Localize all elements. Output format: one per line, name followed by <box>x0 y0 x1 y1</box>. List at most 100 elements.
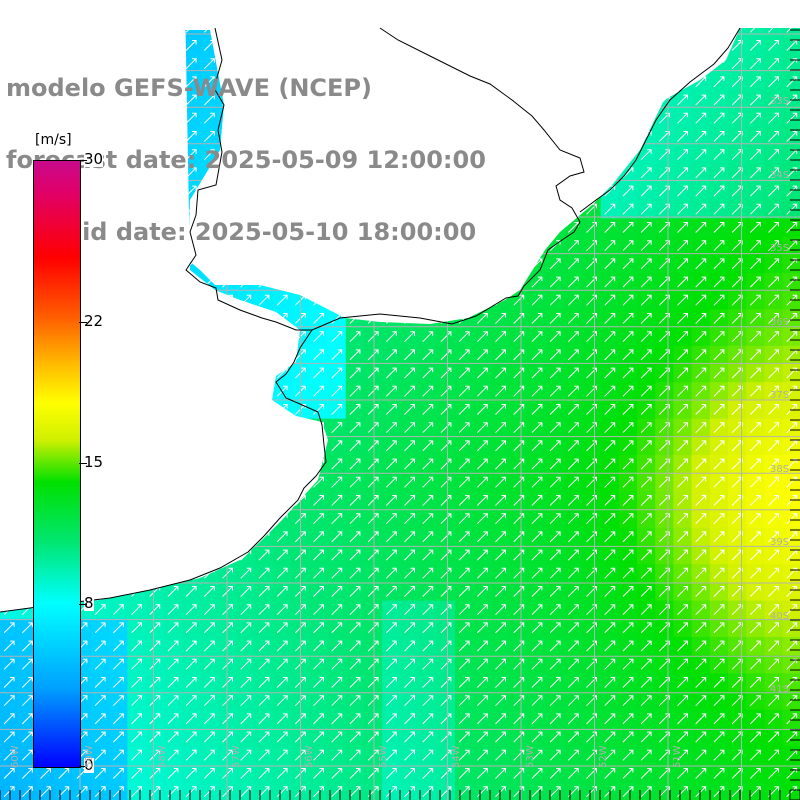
wind-arrow <box>549 786 561 798</box>
wind-arrow <box>531 749 543 761</box>
wind-arrow <box>640 768 652 779</box>
wind-arrow <box>276 749 288 761</box>
wind-arrow <box>422 404 434 415</box>
wind-arrow <box>276 549 288 561</box>
wind-arrow <box>749 731 761 743</box>
latitude-label: 40S <box>770 610 790 622</box>
wind-arrow <box>567 294 579 306</box>
colorbar-tick-label: 8 <box>84 594 94 613</box>
wind-arrow <box>458 367 470 379</box>
wind-arrow <box>731 658 743 670</box>
wind-arrow <box>385 695 397 707</box>
longitude-label: 56W <box>304 745 315 768</box>
wind-arrow <box>677 531 688 543</box>
wind-arrow <box>331 331 343 343</box>
wind-arrow <box>695 658 707 670</box>
longitude-label: 59W <box>83 745 95 768</box>
wind-arrow <box>713 531 725 543</box>
wind-arrow <box>640 385 652 397</box>
wind-arrow <box>21 749 33 761</box>
wind-arrow <box>531 531 543 543</box>
wind-arrow <box>458 658 470 670</box>
wind-arrow <box>713 313 725 324</box>
wind-arrow <box>640 367 652 379</box>
wind-arrow <box>695 167 707 179</box>
wind-arrow <box>549 385 561 397</box>
wind-arrow <box>331 604 343 616</box>
wind-arrow <box>495 385 506 397</box>
wind-arrow <box>3 768 15 779</box>
colorbar-tick-label: 15 <box>84 453 104 471</box>
wind-arrow <box>203 695 215 707</box>
wind-arrow <box>640 458 652 470</box>
wind-arrow <box>131 749 142 761</box>
wind-arrow <box>276 695 288 707</box>
wind-arrow <box>240 786 252 798</box>
wind-arrow <box>731 549 743 561</box>
wind-arrow <box>749 549 761 561</box>
wind-arrow <box>385 567 397 579</box>
wind-arrow <box>713 422 725 434</box>
wind-arrow <box>440 622 452 634</box>
wind-arrow <box>476 549 488 561</box>
wind-arrow <box>677 604 688 616</box>
wind-arrow <box>3 695 15 707</box>
wind-arrow <box>677 203 688 215</box>
wind-arrow <box>677 513 688 525</box>
wind-arrow <box>677 404 688 415</box>
wind-arrow <box>440 458 452 470</box>
wind-arrow <box>495 677 506 688</box>
wind-arrow <box>495 440 506 452</box>
wind-arrow <box>549 331 561 343</box>
wind-arrow <box>531 294 543 306</box>
wind-arrow <box>768 677 779 688</box>
wind-arrow <box>622 513 634 525</box>
wind-arrow <box>167 768 179 779</box>
latitude-label: 39S <box>770 537 790 548</box>
longitude-label: 58W <box>157 745 168 768</box>
wind-arrow <box>149 786 161 798</box>
wind-arrow <box>495 513 506 525</box>
wind-arrow <box>695 349 707 361</box>
colorbar-unit: [m/s] <box>33 132 74 148</box>
wind-arrow <box>440 567 452 579</box>
wind-arrow <box>531 276 543 288</box>
wind-arrow <box>40 768 51 779</box>
wind-arrow <box>440 531 452 543</box>
wind-arrow <box>149 731 161 743</box>
wind-arrow <box>622 331 634 343</box>
wind-arrow <box>768 349 779 361</box>
wind-arrow <box>404 331 415 343</box>
wind-arrow <box>440 513 452 525</box>
wind-arrow <box>768 513 779 525</box>
wind-arrow <box>786 731 798 743</box>
wind-arrow <box>203 731 215 743</box>
wind-arrow <box>404 622 415 634</box>
wind-arrow <box>713 749 725 761</box>
wind-arrow <box>640 313 652 324</box>
colorbar-tick-mark <box>79 160 87 161</box>
wind-arrow <box>768 40 779 51</box>
wind-arrow <box>258 640 270 652</box>
wind-arrow <box>549 404 561 415</box>
wind-arrow <box>331 586 343 597</box>
wind-arrow <box>622 476 634 488</box>
wind-arrow <box>313 513 324 525</box>
wind-arrow <box>185 731 197 743</box>
wind-arrow <box>768 149 779 161</box>
wind-arrow <box>640 586 652 597</box>
wind-arrow <box>131 731 142 743</box>
wind-arrow <box>677 622 688 634</box>
wind-arrow <box>476 495 488 506</box>
wind-arrow <box>713 549 725 561</box>
wind-arrow <box>677 367 688 379</box>
wind-arrow <box>695 313 707 324</box>
wind-arrow <box>476 586 488 597</box>
wind-arrow <box>713 240 725 252</box>
wind-arrow <box>695 112 707 124</box>
wind-arrow <box>313 313 324 324</box>
wind-arrow <box>531 695 543 707</box>
wind-arrow <box>458 604 470 616</box>
wind-arrow <box>749 385 761 397</box>
wind-arrow <box>367 749 379 761</box>
